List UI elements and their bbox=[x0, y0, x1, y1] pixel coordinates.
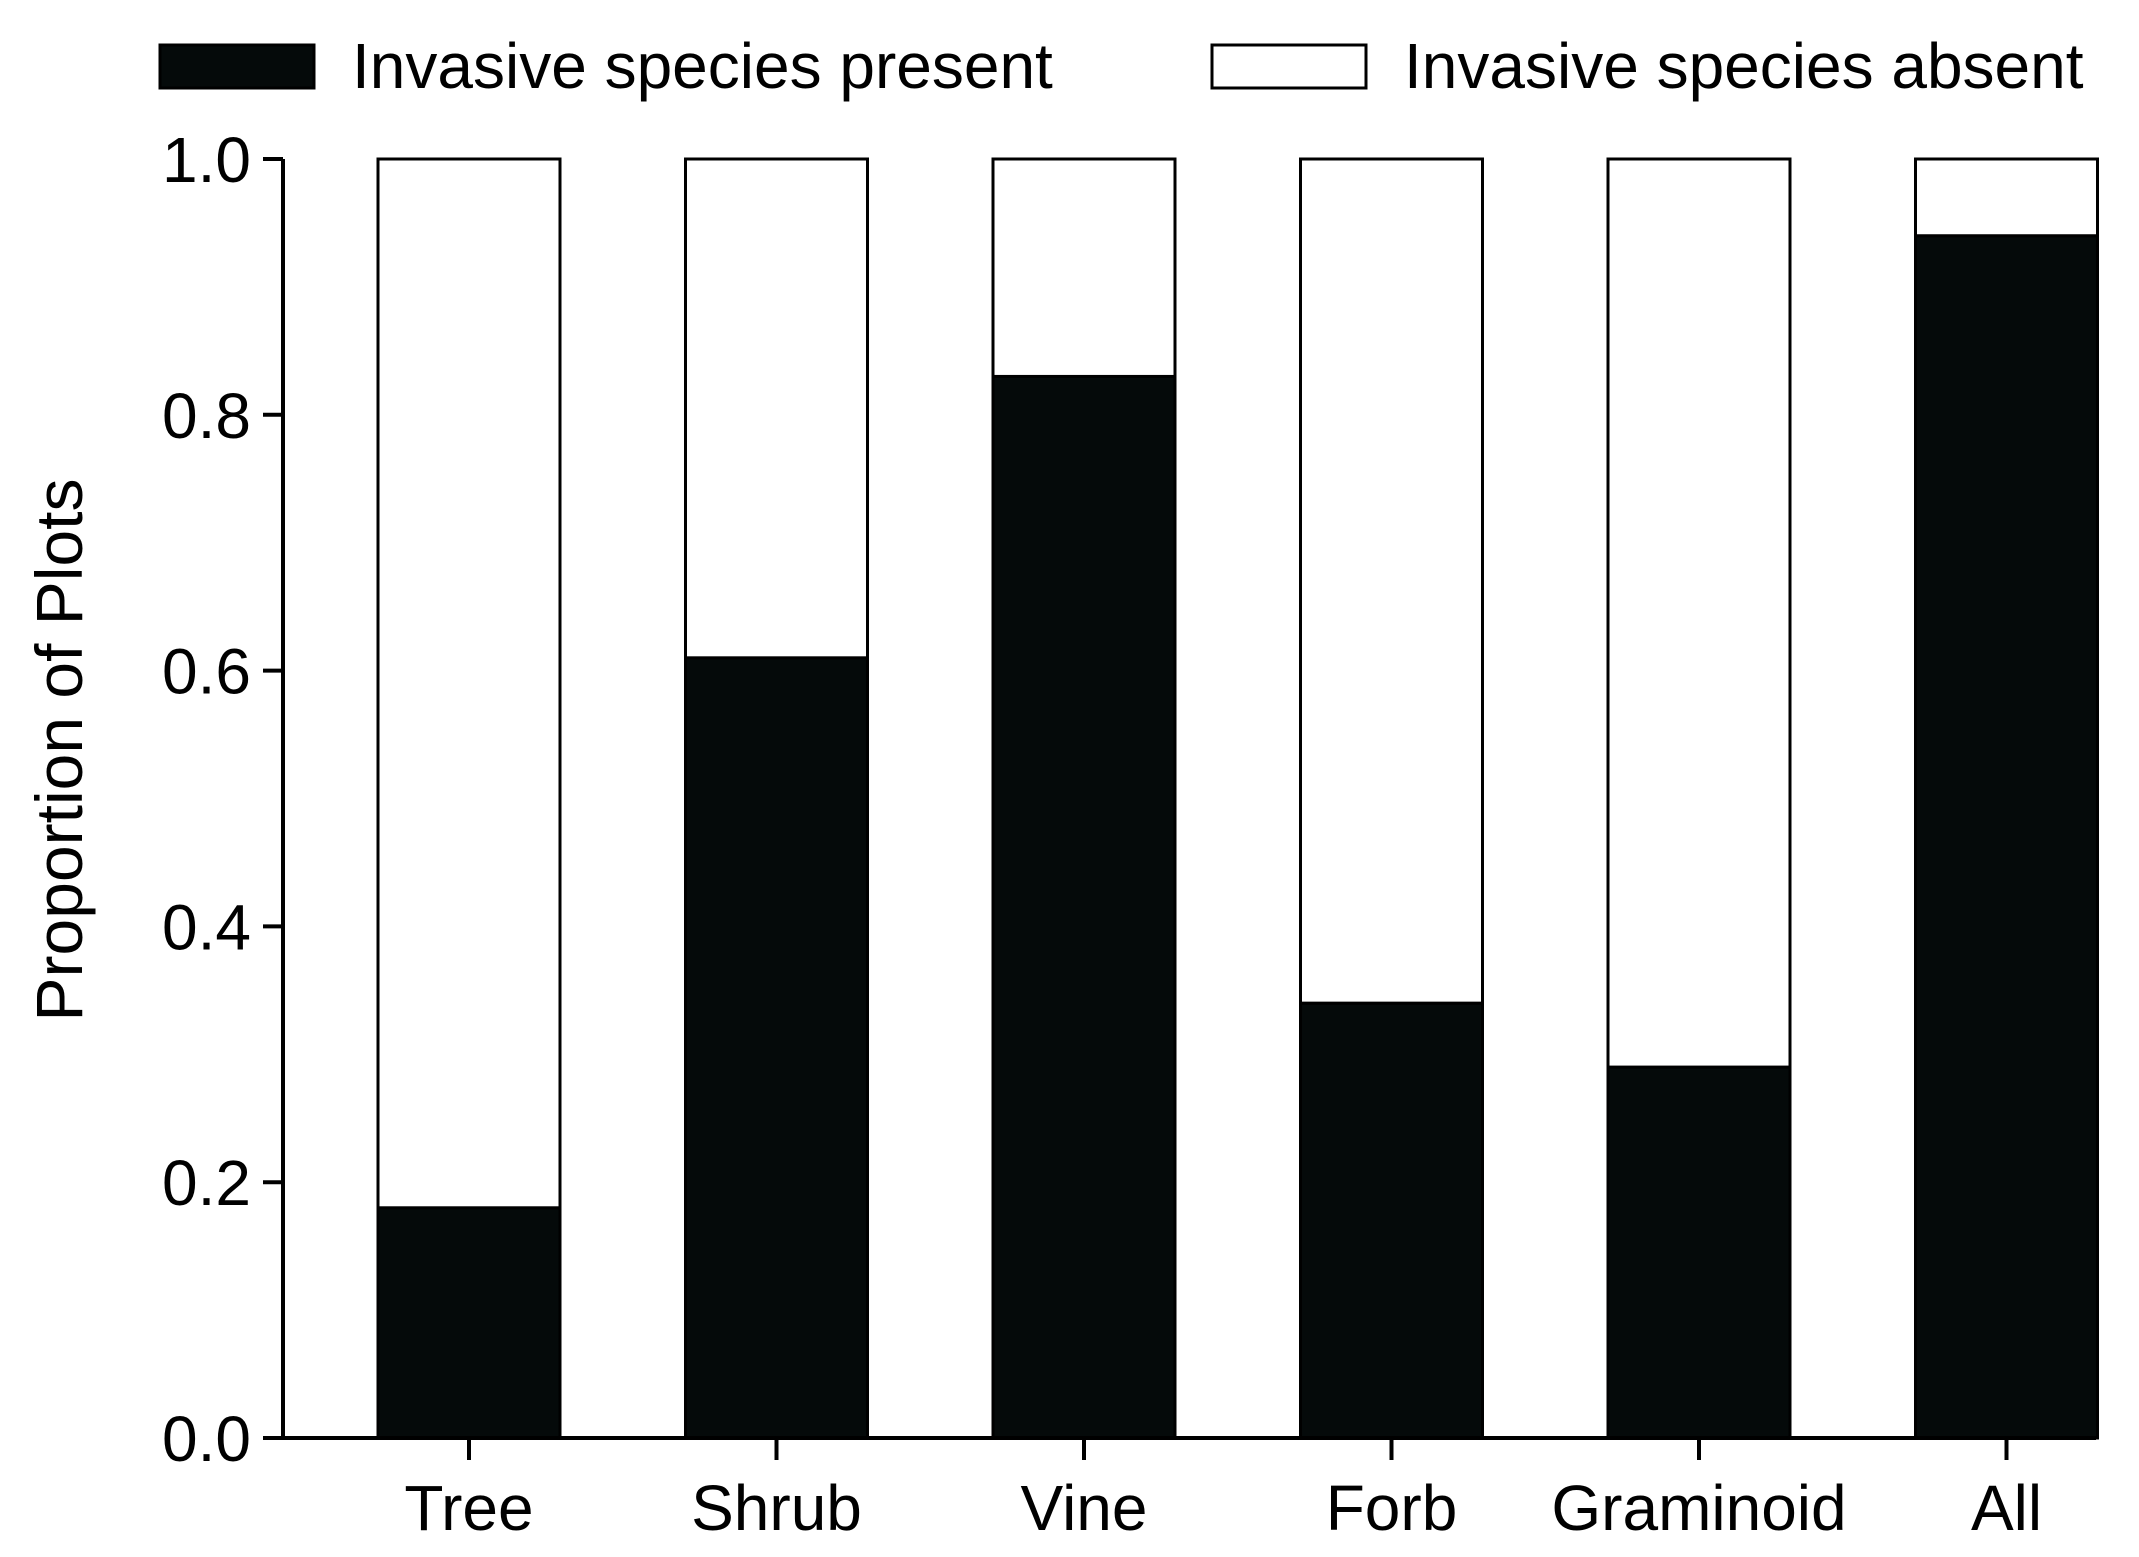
bar-graminoid-absent bbox=[1606, 157, 1792, 1069]
bar-vine-absent bbox=[991, 157, 1177, 378]
x-tick-label-all: All bbox=[1971, 1472, 2042, 1544]
legend-swatch-1 bbox=[1210, 43, 1368, 90]
bar-tree-absent bbox=[376, 157, 562, 1210]
bar-all-present bbox=[1914, 234, 2099, 1440]
x-tick-labels: Tree Shrub Vine Forb Graminoid All bbox=[404, 1472, 2042, 1544]
y-tick-label: 1.0 bbox=[162, 124, 251, 196]
y-axis-title: Proportion of Plots bbox=[22, 479, 96, 1022]
y-tick-labels: 0.0 0.2 0.4 0.6 0.8 1.0 bbox=[162, 124, 251, 1475]
x-tick-label-graminoid: Graminoid bbox=[1551, 1472, 1846, 1544]
axes bbox=[263, 157, 2096, 1460]
y-tick-label: 0.2 bbox=[162, 1147, 251, 1219]
bar-graminoid-present bbox=[1606, 1065, 1792, 1440]
bar-all-absent bbox=[1914, 157, 2099, 238]
bar-shrub-absent bbox=[684, 157, 869, 660]
y-tick-label: 0.0 bbox=[162, 1403, 251, 1475]
legend: Invasive species present Invasive species… bbox=[158, 30, 2084, 102]
y-tick-label: 0.4 bbox=[162, 891, 251, 963]
legend-label-0: Invasive species present bbox=[352, 30, 1053, 102]
x-tick-label-forb: Forb bbox=[1326, 1472, 1458, 1544]
bar-tree-present bbox=[376, 1206, 562, 1440]
y-tick-label: 0.8 bbox=[162, 380, 251, 452]
x-tick-label-vine: Vine bbox=[1021, 1472, 1148, 1544]
bar-forb-present bbox=[1299, 1001, 1484, 1440]
legend-label-1: Invasive species absent bbox=[1404, 30, 2084, 102]
bar-forb-absent bbox=[1299, 157, 1484, 1005]
x-tick-label-tree: Tree bbox=[404, 1472, 533, 1544]
y-tick-label: 0.6 bbox=[162, 636, 251, 708]
bar-vine-present bbox=[991, 374, 1177, 1440]
bars bbox=[376, 157, 2099, 1440]
x-tick-label-shrub: Shrub bbox=[691, 1472, 862, 1544]
legend-swatch-0 bbox=[158, 43, 316, 90]
bar-shrub-present bbox=[684, 656, 869, 1440]
